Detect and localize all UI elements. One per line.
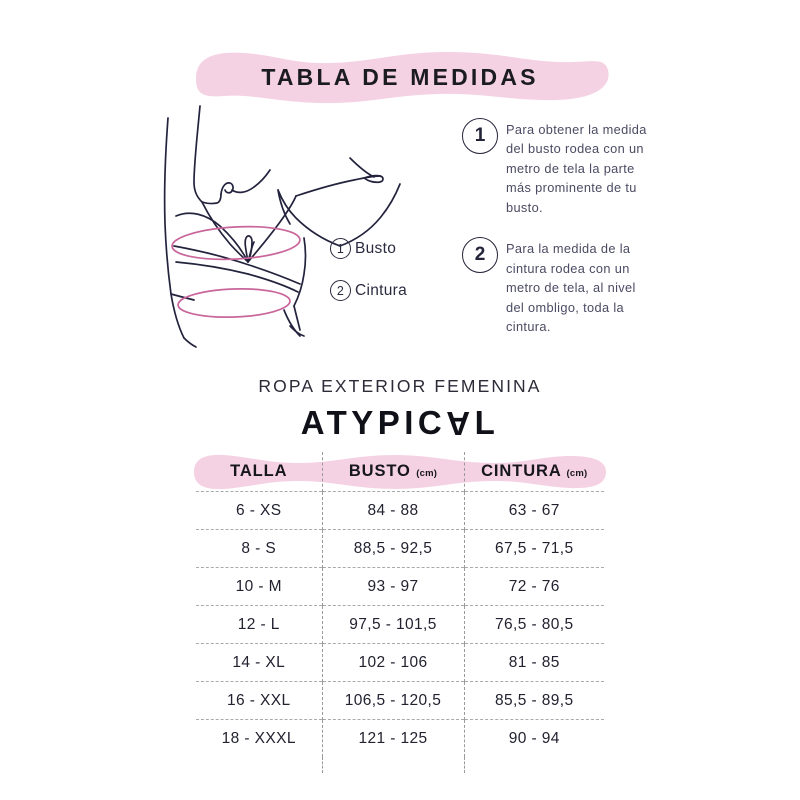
torso-measurement-illustration [163, 105, 401, 348]
step-1-text: Para obtener la medida del busto rodea c… [506, 122, 647, 215]
cell-busto: 88,5 - 92,5 [321, 529, 464, 568]
brand-subtitle: ROPA EXTERIOR FEMENINA [258, 376, 542, 396]
cell-talla: 10 - M [196, 567, 322, 606]
step-2-number-icon: 2 [462, 237, 498, 274]
size-table: TALLA BUSTO (cm) CINTURA (cm) 6 - XS 84 … [196, 452, 604, 757]
instruction-step-2: 2 Para la medida de la cintura rodea con… [462, 237, 652, 336]
instructions-list: 1 Para obtener la medida del busto rodea… [462, 118, 652, 356]
table-row: 16 - XXL 106,5 - 120,5 85,5 - 89,5 [196, 681, 604, 720]
table-row: 10 - M 93 - 97 72 - 76 [196, 567, 604, 606]
cell-talla: 16 - XXL [196, 681, 322, 720]
column-header-cintura: CINTURA (cm) [463, 452, 604, 492]
brand-name-part1: ATYPIC [300, 404, 447, 441]
column-header-busto-unit: (cm) [416, 468, 438, 479]
column-divider-tail-2 [464, 757, 465, 773]
cell-cintura: 76,5 - 80,5 [463, 605, 604, 644]
cell-cintura: 72 - 76 [463, 567, 604, 606]
table-row: 8 - S 88,5 - 92,5 67,5 - 71,5 [196, 529, 604, 568]
cell-cintura: 90 - 94 [463, 719, 604, 757]
column-header-cintura-label: CINTURA [481, 462, 562, 480]
instruction-step-1: 1 Para obtener la medida del busto rodea… [462, 118, 652, 217]
table-row: 12 - L 97,5 - 101,5 76,5 - 80,5 [196, 605, 604, 644]
page-title-banner: TABLA DE MEDIDAS [0, 44, 800, 110]
table-row: 18 - XXXL 121 - 125 90 - 94 [196, 719, 604, 757]
cell-talla: 18 - XXXL [196, 719, 322, 757]
cell-busto: 97,5 - 101,5 [321, 605, 464, 644]
illustration-labels: 1 Busto 2 Cintura [330, 238, 407, 322]
step-2-text: Para la medida de la cintura rodea con u… [506, 241, 636, 334]
table-row: 6 - XS 84 - 88 63 - 67 [196, 491, 604, 530]
column-header-busto: BUSTO (cm) [321, 452, 464, 492]
table-header-row: TALLA BUSTO (cm) CINTURA (cm) [196, 452, 604, 492]
size-table-wrap: TALLA BUSTO (cm) CINTURA (cm) 6 - XS 84 … [194, 452, 606, 773]
cell-talla: 6 - XS [196, 491, 322, 530]
illustration-label-busto-text: Busto [355, 239, 397, 257]
step-1-number-icon: 1 [462, 118, 498, 154]
illustration-label-busto: 1 Busto [330, 238, 407, 259]
table-row: 14 - XL 102 - 106 81 - 85 [196, 643, 604, 682]
cell-busto: 93 - 97 [321, 567, 464, 606]
bust-measure-ellipse [171, 225, 301, 261]
brand-logo-text: ATYPICAL [0, 404, 800, 442]
cell-talla: 8 - S [196, 529, 322, 568]
cell-busto: 84 - 88 [321, 491, 464, 530]
column-header-cintura-unit: (cm) [566, 468, 588, 479]
waist-measure-ellipse [177, 288, 291, 318]
cell-cintura: 81 - 85 [463, 643, 604, 682]
cell-talla: 14 - XL [196, 643, 322, 682]
column-header-busto-label: BUSTO [348, 462, 411, 480]
marker-2-icon: 2 [330, 280, 351, 301]
column-header-talla: TALLA [196, 452, 322, 492]
cell-cintura: 85,5 - 89,5 [463, 681, 604, 720]
brand-name-part2: L [474, 404, 500, 441]
brand-name-flipped-a: A [446, 405, 475, 442]
cell-talla: 12 - L [196, 605, 322, 644]
column-divider-tail-1 [322, 757, 323, 773]
cell-busto: 121 - 125 [321, 719, 464, 757]
illustration-label-cintura-text: Cintura [355, 281, 408, 299]
illustration-label-cintura: 2 Cintura [330, 280, 407, 301]
cell-cintura: 67,5 - 71,5 [463, 529, 604, 568]
page-title: TABLA DE MEDIDAS [261, 63, 539, 90]
cell-busto: 102 - 106 [321, 643, 464, 682]
cell-busto: 106,5 - 120,5 [321, 681, 464, 720]
marker-1-icon: 1 [330, 238, 351, 259]
title-banner-shape [196, 52, 609, 104]
column-header-talla-label: TALLA [230, 462, 288, 480]
cell-cintura: 63 - 67 [463, 491, 604, 530]
